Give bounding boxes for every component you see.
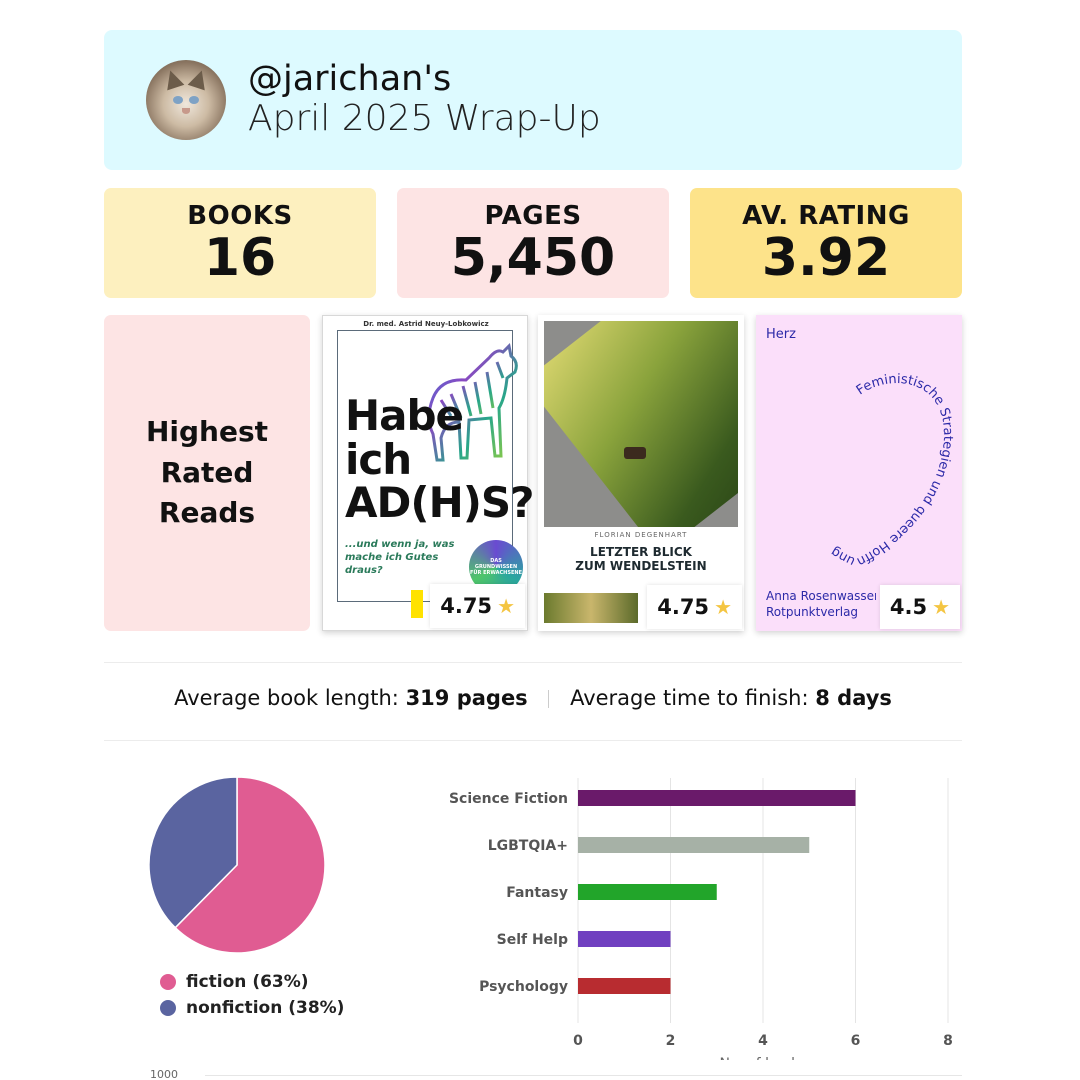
book-author: Dr. med. Astrid Neuy-Lobkowicz — [363, 320, 489, 328]
star-icon: ★ — [714, 595, 732, 619]
star-icon: ★ — [497, 594, 515, 618]
x-axis-label: No. of books — [719, 1056, 806, 1060]
pie-slice-fiction[interactable] — [174, 776, 326, 954]
book-subtitle: ...und wenn ja, was mache ich Gutes drau… — [345, 539, 455, 576]
avg-length-label: Average book length: — [174, 686, 399, 710]
book-rating-value: 4.5 — [889, 595, 928, 619]
bar-lgbtqia-[interactable] — [578, 837, 810, 853]
pages-value: 5,450 — [450, 227, 616, 288]
book-author-publisher: Anna Rosenwasser Rotpunktverlag — [766, 589, 876, 620]
book-rating-value: 4.75 — [657, 595, 710, 619]
legend-label: nonfiction (38%) — [186, 998, 345, 1018]
cat-avatar[interactable] — [146, 60, 226, 140]
book-rating-badge: 4.75 ★ — [647, 585, 742, 629]
category-label: Psychology — [479, 979, 568, 995]
page-title: April 2025 Wrap-Up — [248, 98, 601, 140]
book-cover-herz[interactable]: Herz Feministische Strategien und queere… — [756, 315, 962, 631]
avg-time-label: Average time to finish: — [570, 686, 809, 710]
books-value: 16 — [203, 227, 277, 288]
divider — [104, 662, 962, 663]
books-label: BOOKS — [187, 200, 293, 231]
book-publisher-top: Herz — [766, 327, 796, 342]
next-chart-tick: 1000 — [150, 1068, 178, 1080]
pie-slice-nonfiction[interactable] — [148, 776, 238, 929]
chamois-illustration-icon — [624, 447, 646, 459]
x-tick-label: 6 — [851, 1033, 861, 1049]
avg-length-value: 319 pages — [405, 686, 528, 710]
bar-science-fiction[interactable] — [578, 790, 856, 806]
divider — [548, 690, 550, 708]
x-tick-label: 4 — [758, 1033, 768, 1049]
book-title: LETZTER BLICK ZUM WENDELSTEIN — [575, 545, 707, 574]
pages-stat-card: PAGES 5,450 — [397, 188, 669, 298]
books-stat-card: BOOKS 16 — [104, 188, 376, 298]
category-label: Science Fiction — [449, 791, 568, 807]
user-handle[interactable]: @jarichan's — [248, 59, 452, 100]
cover-thumbnail — [544, 593, 638, 623]
profile-header: @jarichan's April 2025 Wrap-Up — [104, 30, 962, 170]
next-chart-gridline — [205, 1075, 962, 1076]
averages-row: Average book length: 319 pages Average t… — [104, 686, 962, 710]
category-label: Self Help — [497, 932, 568, 948]
bar-self-help[interactable] — [578, 931, 671, 947]
category-label: LGBTQIA+ — [488, 838, 568, 854]
book-cover-wendelstein[interactable]: FLORIAN DEGENHART LETZTER BLICK ZUM WEND… — [538, 315, 744, 631]
legend-dot — [160, 974, 176, 990]
legend-item-fiction[interactable]: fiction (63%) — [160, 972, 344, 992]
legend-item-nonfiction[interactable]: nonfiction (38%) — [160, 998, 344, 1018]
pie-legend: fiction (63%) nonfiction (38%) — [160, 972, 344, 1024]
avg-time-value: 8 days — [815, 686, 892, 710]
svg-text:Feministische Strategien und q: Feministische Strategien und queere Hoff… — [828, 372, 955, 569]
legend-label: fiction (63%) — [186, 972, 309, 992]
star-icon: ★ — [932, 595, 950, 619]
book-publisher: Rotpunktverlag — [766, 604, 859, 619]
category-label: Fantasy — [506, 885, 568, 901]
book-rating-badge: 4.5 ★ — [879, 585, 960, 629]
book-author: FLORIAN DEGENHART — [594, 531, 688, 539]
genre-bar-chart[interactable]: 0 2 4 6 8 Science Fiction LGBTQIA+ Fantasy Self … — [380, 770, 980, 1060]
curved-title-text: Feministische Strategien und queere Hoff… — [828, 372, 955, 569]
book-cover-adhs[interactable]: Dr. med. Astrid Neuy-Lobkowicz Habe ich … — [322, 315, 535, 631]
bar-psychology[interactable] — [578, 978, 671, 994]
zebra-illustration-icon — [427, 342, 518, 462]
x-tick-label: 8 — [943, 1033, 953, 1049]
rating-stat-card: AV. RATING 3.92 — [690, 188, 962, 298]
legend-dot — [160, 1000, 176, 1016]
cover-photo — [544, 321, 738, 527]
x-tick-label: 2 — [666, 1033, 676, 1049]
rating-label: AV. RATING — [742, 200, 910, 231]
cover-frame — [337, 330, 513, 602]
pages-label: PAGES — [484, 200, 582, 231]
publisher-mark — [411, 590, 423, 618]
x-tick-label: 0 — [573, 1033, 583, 1049]
curved-title-textpath: Feministische Strategien und queere Hoff… — [828, 372, 955, 569]
divider — [104, 740, 962, 741]
book-rating-value: 4.75 — [440, 594, 493, 618]
bar-fantasy[interactable] — [578, 884, 717, 900]
book-title: Habe ich AD(H)S? — [345, 391, 535, 528]
fiction-nonfiction-pie-chart[interactable] — [148, 776, 326, 954]
rating-value: 3.92 — [761, 227, 891, 288]
highest-rated-label-card: Highest Rated Reads — [104, 315, 310, 631]
highest-rated-title: Highest Rated Reads — [145, 415, 269, 530]
book-author: Anna Rosenwasser — [766, 589, 876, 603]
book-rating-badge: 4.75 ★ — [430, 584, 525, 628]
